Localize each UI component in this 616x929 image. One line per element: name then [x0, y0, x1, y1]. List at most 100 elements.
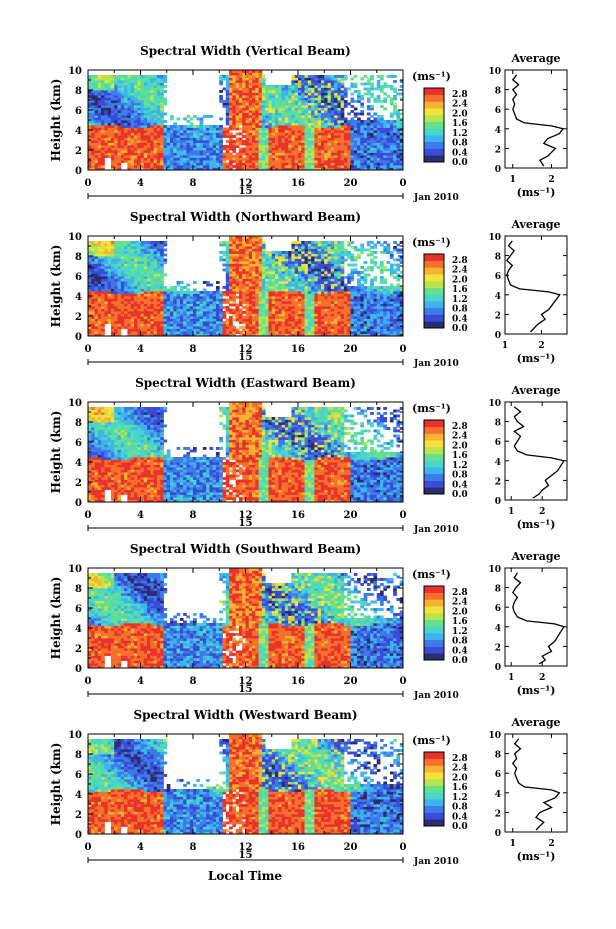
heatmap-cell [156, 276, 161, 279]
heatmap-cell [330, 150, 335, 153]
heatmap-cell [258, 306, 263, 309]
heatmap-cell [160, 258, 164, 262]
heatmap-cell [189, 318, 194, 322]
heatmap-cell [179, 323, 184, 327]
heatmap-cell [179, 291, 184, 294]
heatmap-cell [304, 142, 309, 146]
heatmap-cell [124, 140, 128, 143]
heatmap-cell [107, 311, 112, 314]
heatmap-cell [88, 246, 92, 249]
heatmap-cell [232, 105, 237, 108]
heatmap-cell [202, 130, 207, 133]
heatmap-cell [301, 85, 305, 88]
heatmap-cell [248, 243, 253, 247]
heatmap-cell [160, 155, 164, 158]
heatmap-cell [209, 311, 214, 314]
heatmap-cell [376, 157, 381, 161]
heatmap-cell [245, 278, 250, 282]
heatmap-cell [137, 293, 141, 297]
heatmap-cell [110, 306, 115, 309]
heatmap-cell [311, 90, 315, 93]
heatmap-cell [330, 115, 335, 118]
heatmap-cell [307, 87, 312, 91]
heatmap-cell [324, 150, 328, 153]
heatmap-cell [278, 115, 282, 118]
heatmap-cell [320, 152, 325, 156]
heatmap-cell [314, 125, 319, 128]
heatmap-cell [160, 256, 164, 259]
heatmap-cell [265, 102, 269, 106]
heatmap-cell [265, 105, 269, 108]
heatmap-cell [137, 303, 141, 307]
heatmap-cell [248, 137, 253, 141]
heatmap-cell [150, 286, 155, 289]
heatmap-cell [317, 147, 322, 151]
heatmap-cell [330, 135, 335, 138]
heatmap-cell [120, 90, 125, 93]
heatmap-cell [268, 107, 273, 111]
heatmap-cell [124, 321, 128, 324]
heatmap-cell [258, 92, 263, 96]
heatmap-cell [147, 298, 151, 302]
heatmap-cell [183, 308, 187, 312]
heatmap-cell [317, 137, 322, 141]
heatmap-cell [94, 140, 99, 143]
heatmap-cell [130, 283, 135, 287]
heatmap-cell [215, 321, 220, 324]
heatmap-cell [140, 288, 145, 292]
heatmap-cell [301, 152, 305, 156]
heatmap-cell [117, 160, 122, 163]
heatmap-cell [120, 75, 125, 78]
colorbar-swatch [424, 101, 444, 109]
heatmap-cell [255, 140, 260, 143]
heatmap-cell [219, 326, 223, 329]
heatmap-cell [255, 236, 260, 239]
heatmap-cell [275, 125, 279, 128]
heatmap-cell [117, 253, 122, 257]
heatmap-cell [140, 298, 145, 302]
heatmap-cell [327, 167, 332, 171]
heatmap-cell [261, 253, 266, 257]
heatmap-cell [248, 238, 253, 242]
heatmap-cell [196, 333, 200, 337]
heatmap-cell [110, 261, 115, 264]
heatmap-cell [301, 105, 305, 108]
heatmap-cell [94, 132, 99, 136]
heatmap-cell [320, 145, 325, 148]
heatmap-cell [110, 167, 115, 171]
heatmap-cell [366, 160, 371, 163]
heatmap-cell [147, 313, 151, 317]
heatmap-cell [147, 306, 151, 309]
heatmap-cell [110, 162, 115, 166]
heatmap-cell [307, 155, 312, 158]
heatmap-cell [347, 112, 351, 116]
heatmap-cell [127, 120, 132, 123]
heatmap-cell [163, 77, 168, 81]
heatmap-cell [147, 155, 151, 158]
heatmap-cell [265, 261, 269, 264]
heatmap-cell [288, 132, 292, 136]
heatmap-cell [183, 303, 187, 307]
heatmap-cell [137, 258, 141, 262]
heatmap-cell [370, 167, 374, 171]
heatmap-cell [110, 333, 115, 337]
heatmap-cell [275, 130, 279, 133]
heatmap-cell [127, 313, 132, 317]
heatmap-cell [330, 92, 335, 96]
heatmap-cell [94, 77, 99, 81]
heatmap-cell [238, 162, 243, 166]
heatmap-cell [242, 236, 246, 239]
heatmap-cell [258, 77, 263, 81]
heatmap-cell [242, 140, 246, 143]
heatmap-cell [229, 286, 233, 289]
heatmap-cell [255, 288, 260, 292]
heatmap-cell [235, 152, 240, 156]
heatmap-cell [166, 155, 171, 158]
heatmap-cell [245, 333, 250, 337]
heatmap-cell [143, 301, 148, 304]
heatmap-cell [104, 243, 109, 247]
heatmap-cell [222, 102, 227, 106]
heatmap-cell [143, 120, 148, 123]
heatmap-cell [304, 157, 309, 161]
panel-1-title: Spectral Width (Vertical Beam) [140, 44, 351, 58]
